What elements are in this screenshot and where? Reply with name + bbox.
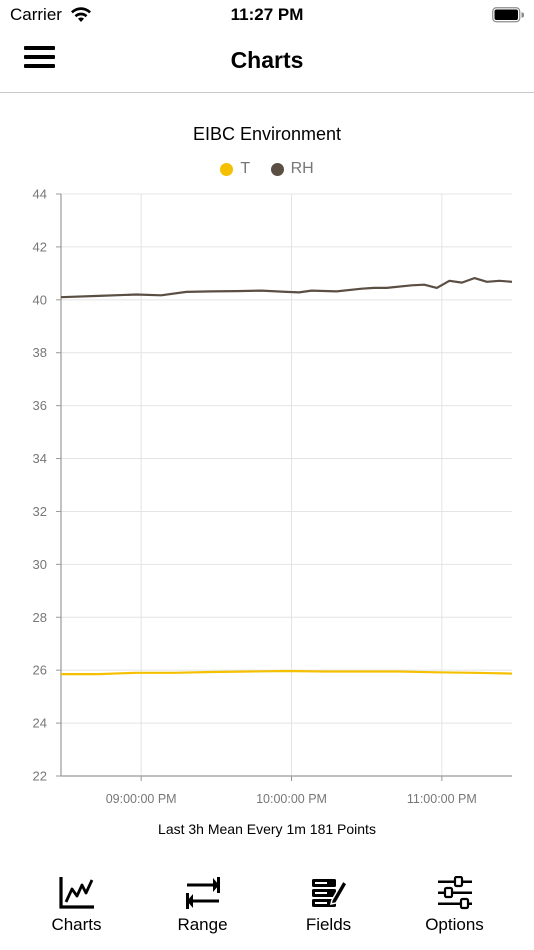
y-tick-label: 26 <box>33 663 47 678</box>
y-tick-label: 34 <box>33 451 47 466</box>
line-chart-icon <box>10 876 143 910</box>
legend-item-t: T <box>220 160 250 178</box>
y-tick-label: 38 <box>33 345 47 360</box>
tab-charts-label: Charts <box>51 915 102 934</box>
y-tick-label: 36 <box>33 398 47 413</box>
y-tick-label: 32 <box>33 504 47 519</box>
tab-fields[interactable]: Fields <box>262 862 395 950</box>
swap-arrows-icon <box>136 876 269 910</box>
y-tick-label: 42 <box>33 239 47 254</box>
series-line-t <box>61 669 513 676</box>
legend-item-rh: RH <box>270 160 314 178</box>
fields-edit-icon <box>262 876 395 910</box>
y-tick-label: 24 <box>33 716 47 731</box>
tab-range-label: Range <box>177 915 228 934</box>
line-chart[interactable]: 22 24 26 28 30 32 34 36 38 40 42 44 09:00:00 PM 10:00… <box>0 180 534 810</box>
y-tick-label: 28 <box>33 610 47 625</box>
tab-range[interactable]: Range <box>136 862 269 950</box>
chart-subtitle: Last 3h Mean Every 1m 181 Points <box>158 821 376 837</box>
legend-swatch-rh <box>270 162 284 176</box>
tab-options-label: Options <box>425 915 484 934</box>
y-tick-label: 30 <box>33 557 47 572</box>
navigation-bar: Charts <box>0 30 534 93</box>
legend-label-rh: RH <box>290 160 314 177</box>
battery-icon <box>492 7 525 28</box>
legend-label-t: T <box>240 160 251 177</box>
series-line-rh <box>60 277 513 299</box>
tab-charts[interactable]: Charts <box>10 862 143 950</box>
x-tick-label: 11:00:00 PM <box>407 792 477 806</box>
page-title: Charts <box>230 47 304 73</box>
y-tick-label: 40 <box>33 292 47 307</box>
legend-swatch-t <box>220 162 234 176</box>
y-tick-label: 44 <box>33 187 47 202</box>
y-tick-label: 22 <box>33 769 47 784</box>
sliders-icon <box>388 876 521 910</box>
carrier-label: Carrier <box>10 5 62 24</box>
hamburger-menu-icon[interactable] <box>24 46 56 70</box>
tab-bar: Charts Range Fi <box>0 862 534 950</box>
tab-fields-label: Fields <box>305 915 352 934</box>
wifi-icon <box>70 6 92 28</box>
status-time: 11:27 PM <box>230 5 304 24</box>
chart-legend: T RH <box>0 160 534 181</box>
x-tick-label: 10:00:00 PM <box>256 792 327 806</box>
status-bar: Carrier 11:27 PM <box>0 0 534 30</box>
tab-options[interactable]: Options <box>388 862 521 950</box>
x-tick-label: 09:00:00 PM <box>106 792 177 806</box>
chart-title: EIBC Environment <box>192 124 342 144</box>
